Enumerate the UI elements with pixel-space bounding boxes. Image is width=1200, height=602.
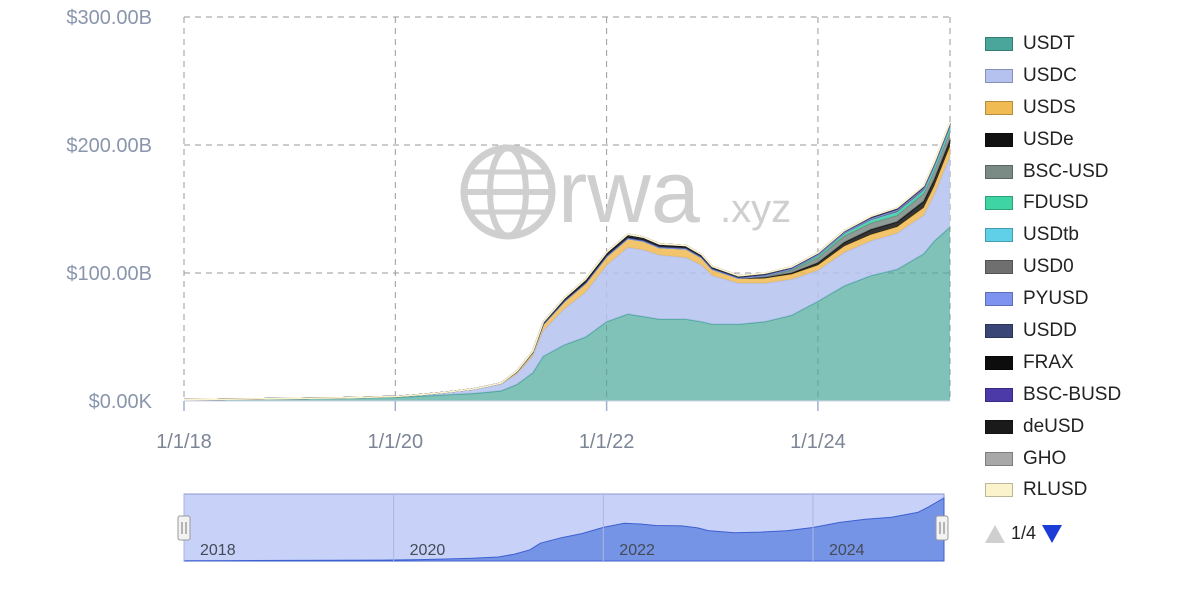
x-tick-label-1: 1/1/20 xyxy=(368,431,424,453)
legend-label: deUSD xyxy=(1023,415,1085,437)
navigator-handle-left[interactable] xyxy=(177,515,191,541)
legend-item-deusd[interactable]: deUSD xyxy=(985,411,1195,443)
navigator-tick-label-1: 2020 xyxy=(410,542,446,559)
legend-item-usde[interactable]: USDe xyxy=(985,124,1195,156)
legend-swatch xyxy=(985,164,1013,179)
legend-swatch xyxy=(985,355,1013,370)
series-areas xyxy=(183,121,951,401)
legend-swatch xyxy=(985,196,1013,211)
legend-swatch xyxy=(985,387,1013,402)
x-tick-label-0: 1/1/18 xyxy=(156,431,212,453)
legend-swatch xyxy=(985,68,1013,83)
legend-swatch xyxy=(985,132,1013,147)
legend-swatch xyxy=(985,36,1013,51)
legend-label: USD0 xyxy=(1023,256,1074,278)
navigator-series-area xyxy=(183,497,945,562)
legend-label: RLUSD xyxy=(1023,479,1088,501)
watermark: rwa .xyz xyxy=(460,142,791,241)
legend-swatch xyxy=(985,228,1013,243)
legend-item-bsc-usd[interactable]: BSC-USD xyxy=(985,156,1195,188)
navigator-handle-right[interactable] xyxy=(935,515,949,541)
legend-swatch xyxy=(985,260,1013,275)
x-tick-label-3: 1/1/24 xyxy=(790,431,846,453)
navigator[interactable]: 2018 2020 2022 2024 xyxy=(177,493,949,562)
navigator-tick-label-2: 2022 xyxy=(619,542,655,559)
legend-label: FRAX xyxy=(1023,351,1074,373)
legend-label: USDD xyxy=(1023,319,1077,341)
legend-item-bsc-busd[interactable]: BSC-BUSD xyxy=(985,379,1195,411)
legend-item-usd0[interactable]: USD0 xyxy=(985,251,1195,283)
legend-label: FDUSD xyxy=(1023,192,1089,214)
navigator-tick-label-3: 2024 xyxy=(829,542,865,559)
pager-up-arrow-icon[interactable] xyxy=(985,524,1005,543)
legend-item-frax[interactable]: FRAX xyxy=(985,347,1195,379)
legend-item-usdd[interactable]: USDD xyxy=(985,315,1195,347)
legend-swatch xyxy=(985,323,1013,338)
axes: $0.00K $100.00B $200.00B $300.00B 1/1/18 1/1/… xyxy=(66,7,950,453)
legend-label: USDtb xyxy=(1023,224,1079,246)
legend-item-usdt[interactable]: USDT xyxy=(985,28,1195,60)
legend-label: USDe xyxy=(1023,128,1074,150)
x-tick-label-2: 1/1/22 xyxy=(579,431,635,453)
watermark-brand: rwa xyxy=(558,142,700,241)
legend-item-rlusd[interactable]: RLUSD xyxy=(985,474,1195,506)
legend-label: BSC-BUSD xyxy=(1023,383,1122,405)
legend-item-usds[interactable]: USDS xyxy=(985,92,1195,124)
area-usdt[interactable] xyxy=(184,226,950,401)
navigator-tick-label-0: 2018 xyxy=(200,542,236,559)
watermark-suffix: .xyz xyxy=(720,187,791,231)
pager-down-arrow-icon[interactable] xyxy=(1042,524,1063,543)
legend-swatch xyxy=(985,451,1013,466)
legend-label: GHO xyxy=(1023,447,1067,469)
legend-pager: 1/4 xyxy=(985,523,1063,544)
y-tick-label-3: $300.00B xyxy=(66,7,152,29)
legend-swatch xyxy=(985,100,1013,115)
legend-swatch xyxy=(985,483,1013,498)
y-tick-label-2: $200.00B xyxy=(66,135,152,157)
legend-label: USDS xyxy=(1023,96,1076,118)
legend-label: USDC xyxy=(1023,64,1077,86)
legend-label: PYUSD xyxy=(1023,288,1089,310)
legend-swatch xyxy=(985,292,1013,307)
line-rlusd xyxy=(183,121,951,401)
globe-icon xyxy=(460,144,556,240)
legend-item-gho[interactable]: GHO xyxy=(985,443,1195,475)
y-tick-label-1: $100.00B xyxy=(66,263,152,285)
legend-item-pyusd[interactable]: PYUSD xyxy=(985,283,1195,315)
legend-item-usdtb[interactable]: USDtb xyxy=(985,219,1195,251)
y-tick-label-0: $0.00K xyxy=(89,391,153,413)
legend-item-usdc[interactable]: USDC xyxy=(985,60,1195,92)
legend-swatch xyxy=(985,419,1013,434)
pager-label: 1/4 xyxy=(1011,523,1037,543)
legend: USDT USDC USDS USDe BSC-USD FDUSD USDtb USD0 PYU… xyxy=(985,28,1195,506)
legend-item-fdusd[interactable]: FDUSD xyxy=(985,187,1195,219)
legend-label: USDT xyxy=(1023,32,1075,54)
legend-label: BSC-USD xyxy=(1023,160,1109,182)
